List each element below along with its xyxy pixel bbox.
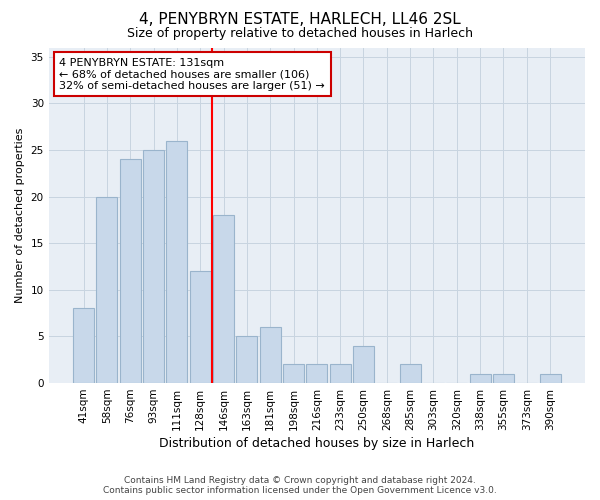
Bar [166,140,187,383]
Bar [539,374,560,383]
Text: 4, PENYBRYN ESTATE, HARLECH, LL46 2SL: 4, PENYBRYN ESTATE, HARLECH, LL46 2SL [139,12,461,28]
Text: 4 PENYBRYN ESTATE: 131sqm
← 68% of detached houses are smaller (106)
32% of semi: 4 PENYBRYN ESTATE: 131sqm ← 68% of detac… [59,58,325,91]
Bar [73,308,94,383]
Text: Size of property relative to detached houses in Harlech: Size of property relative to detached ho… [127,28,473,40]
Y-axis label: Number of detached properties: Number of detached properties [15,128,25,303]
X-axis label: Distribution of detached houses by size in Harlech: Distribution of detached houses by size … [159,437,475,450]
Bar [236,336,257,383]
Bar [213,216,234,383]
Bar [353,346,374,383]
Bar [470,374,491,383]
Bar [120,160,140,383]
Bar [493,374,514,383]
Bar [143,150,164,383]
Text: Contains HM Land Registry data © Crown copyright and database right 2024.
Contai: Contains HM Land Registry data © Crown c… [103,476,497,495]
Bar [260,327,281,383]
Bar [307,364,328,383]
Bar [97,196,118,383]
Bar [190,271,211,383]
Bar [400,364,421,383]
Bar [329,364,350,383]
Bar [283,364,304,383]
